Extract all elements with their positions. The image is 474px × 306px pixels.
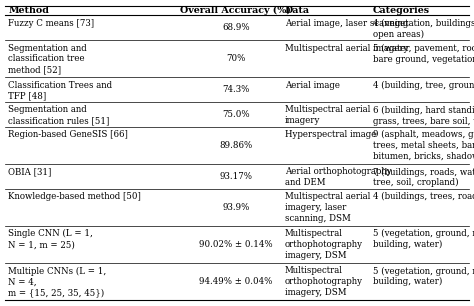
Text: 4 (vegetation, buildings, roads,
open areas): 4 (vegetation, buildings, roads, open ar… — [373, 19, 474, 39]
Text: Hyperspectral image: Hyperspectral image — [285, 130, 376, 139]
Text: Aerial image, laser scanning: Aerial image, laser scanning — [285, 19, 408, 28]
Text: 6 (building, hard standing,
grass, trees, bare soil, water): 6 (building, hard standing, grass, trees… — [373, 106, 474, 125]
Text: 75.0%: 75.0% — [222, 110, 250, 119]
Text: Multispectral
orthophotography
imagery, DSM: Multispectral orthophotography imagery, … — [285, 267, 363, 297]
Text: Multispectral aerial
imagery, laser
scanning, DSM: Multispectral aerial imagery, laser scan… — [285, 192, 370, 223]
Text: Multispectral
orthophotography
imagery, DSM: Multispectral orthophotography imagery, … — [285, 229, 363, 260]
Text: Knowledge-based method [50]: Knowledge-based method [50] — [9, 192, 141, 201]
Text: Categories: Categories — [373, 6, 430, 15]
Text: Segmentation and
classification rules [51]: Segmentation and classification rules [5… — [9, 106, 110, 125]
Text: Aerial orthophotography
and DEM: Aerial orthophotography and DEM — [285, 167, 392, 187]
Text: 5 (water, pavement, rooftop,
bare ground, vegetation): 5 (water, pavement, rooftop, bare ground… — [373, 44, 474, 64]
Text: 70%: 70% — [226, 54, 246, 63]
Text: Segmentation and
classification tree
method [52]: Segmentation and classification tree met… — [9, 44, 87, 74]
Text: 90.02% ± 0.14%: 90.02% ± 0.14% — [199, 240, 273, 249]
Text: 89.86%: 89.86% — [219, 141, 253, 150]
Text: Multispectral aerial imagery: Multispectral aerial imagery — [285, 44, 408, 53]
Text: 94.49% ± 0.04%: 94.49% ± 0.04% — [199, 277, 273, 286]
Text: OBIA [31]: OBIA [31] — [9, 167, 52, 176]
Text: 93.17%: 93.17% — [219, 172, 252, 181]
Text: 74.3%: 74.3% — [222, 85, 249, 94]
Text: 9 (asphalt, meadows, gravel,
trees, metal sheets, bare soil,
bitumen, bricks, sh: 9 (asphalt, meadows, gravel, trees, meta… — [373, 130, 474, 161]
Text: Classification Trees and
TFP [48]: Classification Trees and TFP [48] — [9, 81, 113, 100]
Text: 4 (building, tree, ground, soil): 4 (building, tree, ground, soil) — [373, 81, 474, 90]
Text: Single CNN (L = 1,
N = 1, m = 25): Single CNN (L = 1, N = 1, m = 25) — [9, 229, 93, 249]
Text: 68.9%: 68.9% — [222, 23, 250, 32]
Text: 4 (buildings, trees, roads, grass): 4 (buildings, trees, roads, grass) — [373, 192, 474, 201]
Text: 7 (buildings, roads, water, grass,
tree, soil, cropland): 7 (buildings, roads, water, grass, tree,… — [373, 167, 474, 187]
Text: Multiple CNNs (L = 1,
N = 4,
m = {15, 25, 35, 45}): Multiple CNNs (L = 1, N = 4, m = {15, 25… — [9, 267, 107, 297]
Text: Data: Data — [285, 6, 310, 15]
Text: 93.9%: 93.9% — [222, 203, 249, 212]
Text: Multispectral aerial
imagery: Multispectral aerial imagery — [285, 106, 370, 125]
Text: Fuzzy C means [73]: Fuzzy C means [73] — [9, 19, 95, 28]
Text: 5 (vegetation, ground, road,
building, water): 5 (vegetation, ground, road, building, w… — [373, 267, 474, 286]
Text: Overall Accuracy (%): Overall Accuracy (%) — [181, 6, 292, 15]
Text: Method: Method — [9, 6, 49, 15]
Text: 5 (vegetation, ground, road,
building, water): 5 (vegetation, ground, road, building, w… — [373, 229, 474, 249]
Text: Aerial image: Aerial image — [285, 81, 340, 90]
Text: Region-based GeneSIS [66]: Region-based GeneSIS [66] — [9, 130, 128, 139]
